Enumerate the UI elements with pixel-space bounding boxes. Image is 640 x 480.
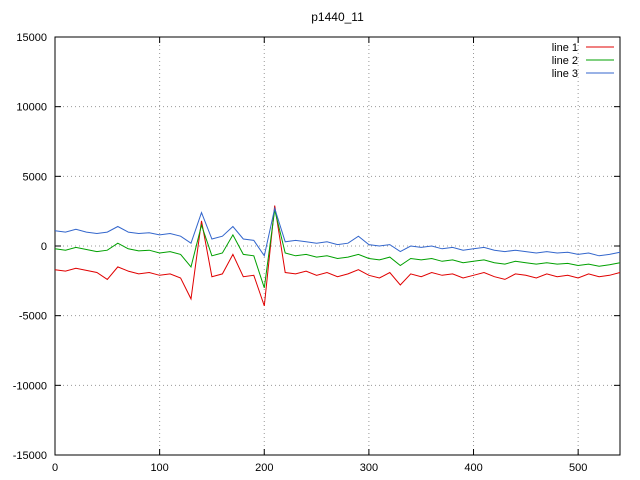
x-tick-label: 100: [150, 462, 168, 474]
x-tick-label: 300: [360, 462, 378, 474]
series-line-2: [54, 209, 621, 288]
legend-label: line 1: [552, 42, 578, 54]
chart-title: p1440_11: [311, 10, 364, 24]
y-tick-label: 15000: [16, 32, 47, 44]
x-tick-label: 0: [52, 462, 58, 474]
legend-label: line 3: [552, 68, 578, 80]
x-tick-label: 400: [464, 462, 482, 474]
y-tick-label: -10000: [13, 380, 47, 392]
x-tick-label: 500: [569, 462, 587, 474]
legend-label: line 2: [552, 55, 578, 67]
y-tick-label: 0: [41, 241, 47, 253]
y-tick-label: -5000: [19, 311, 47, 323]
plot-border: [54, 36, 621, 456]
y-tick-label: -15000: [13, 450, 47, 462]
y-tick-label: 5000: [23, 171, 47, 183]
x-tick-label: 200: [255, 462, 273, 474]
series-line-1: [54, 205, 621, 307]
y-tick-label: 10000: [16, 102, 47, 114]
series-line-3: [54, 206, 621, 258]
